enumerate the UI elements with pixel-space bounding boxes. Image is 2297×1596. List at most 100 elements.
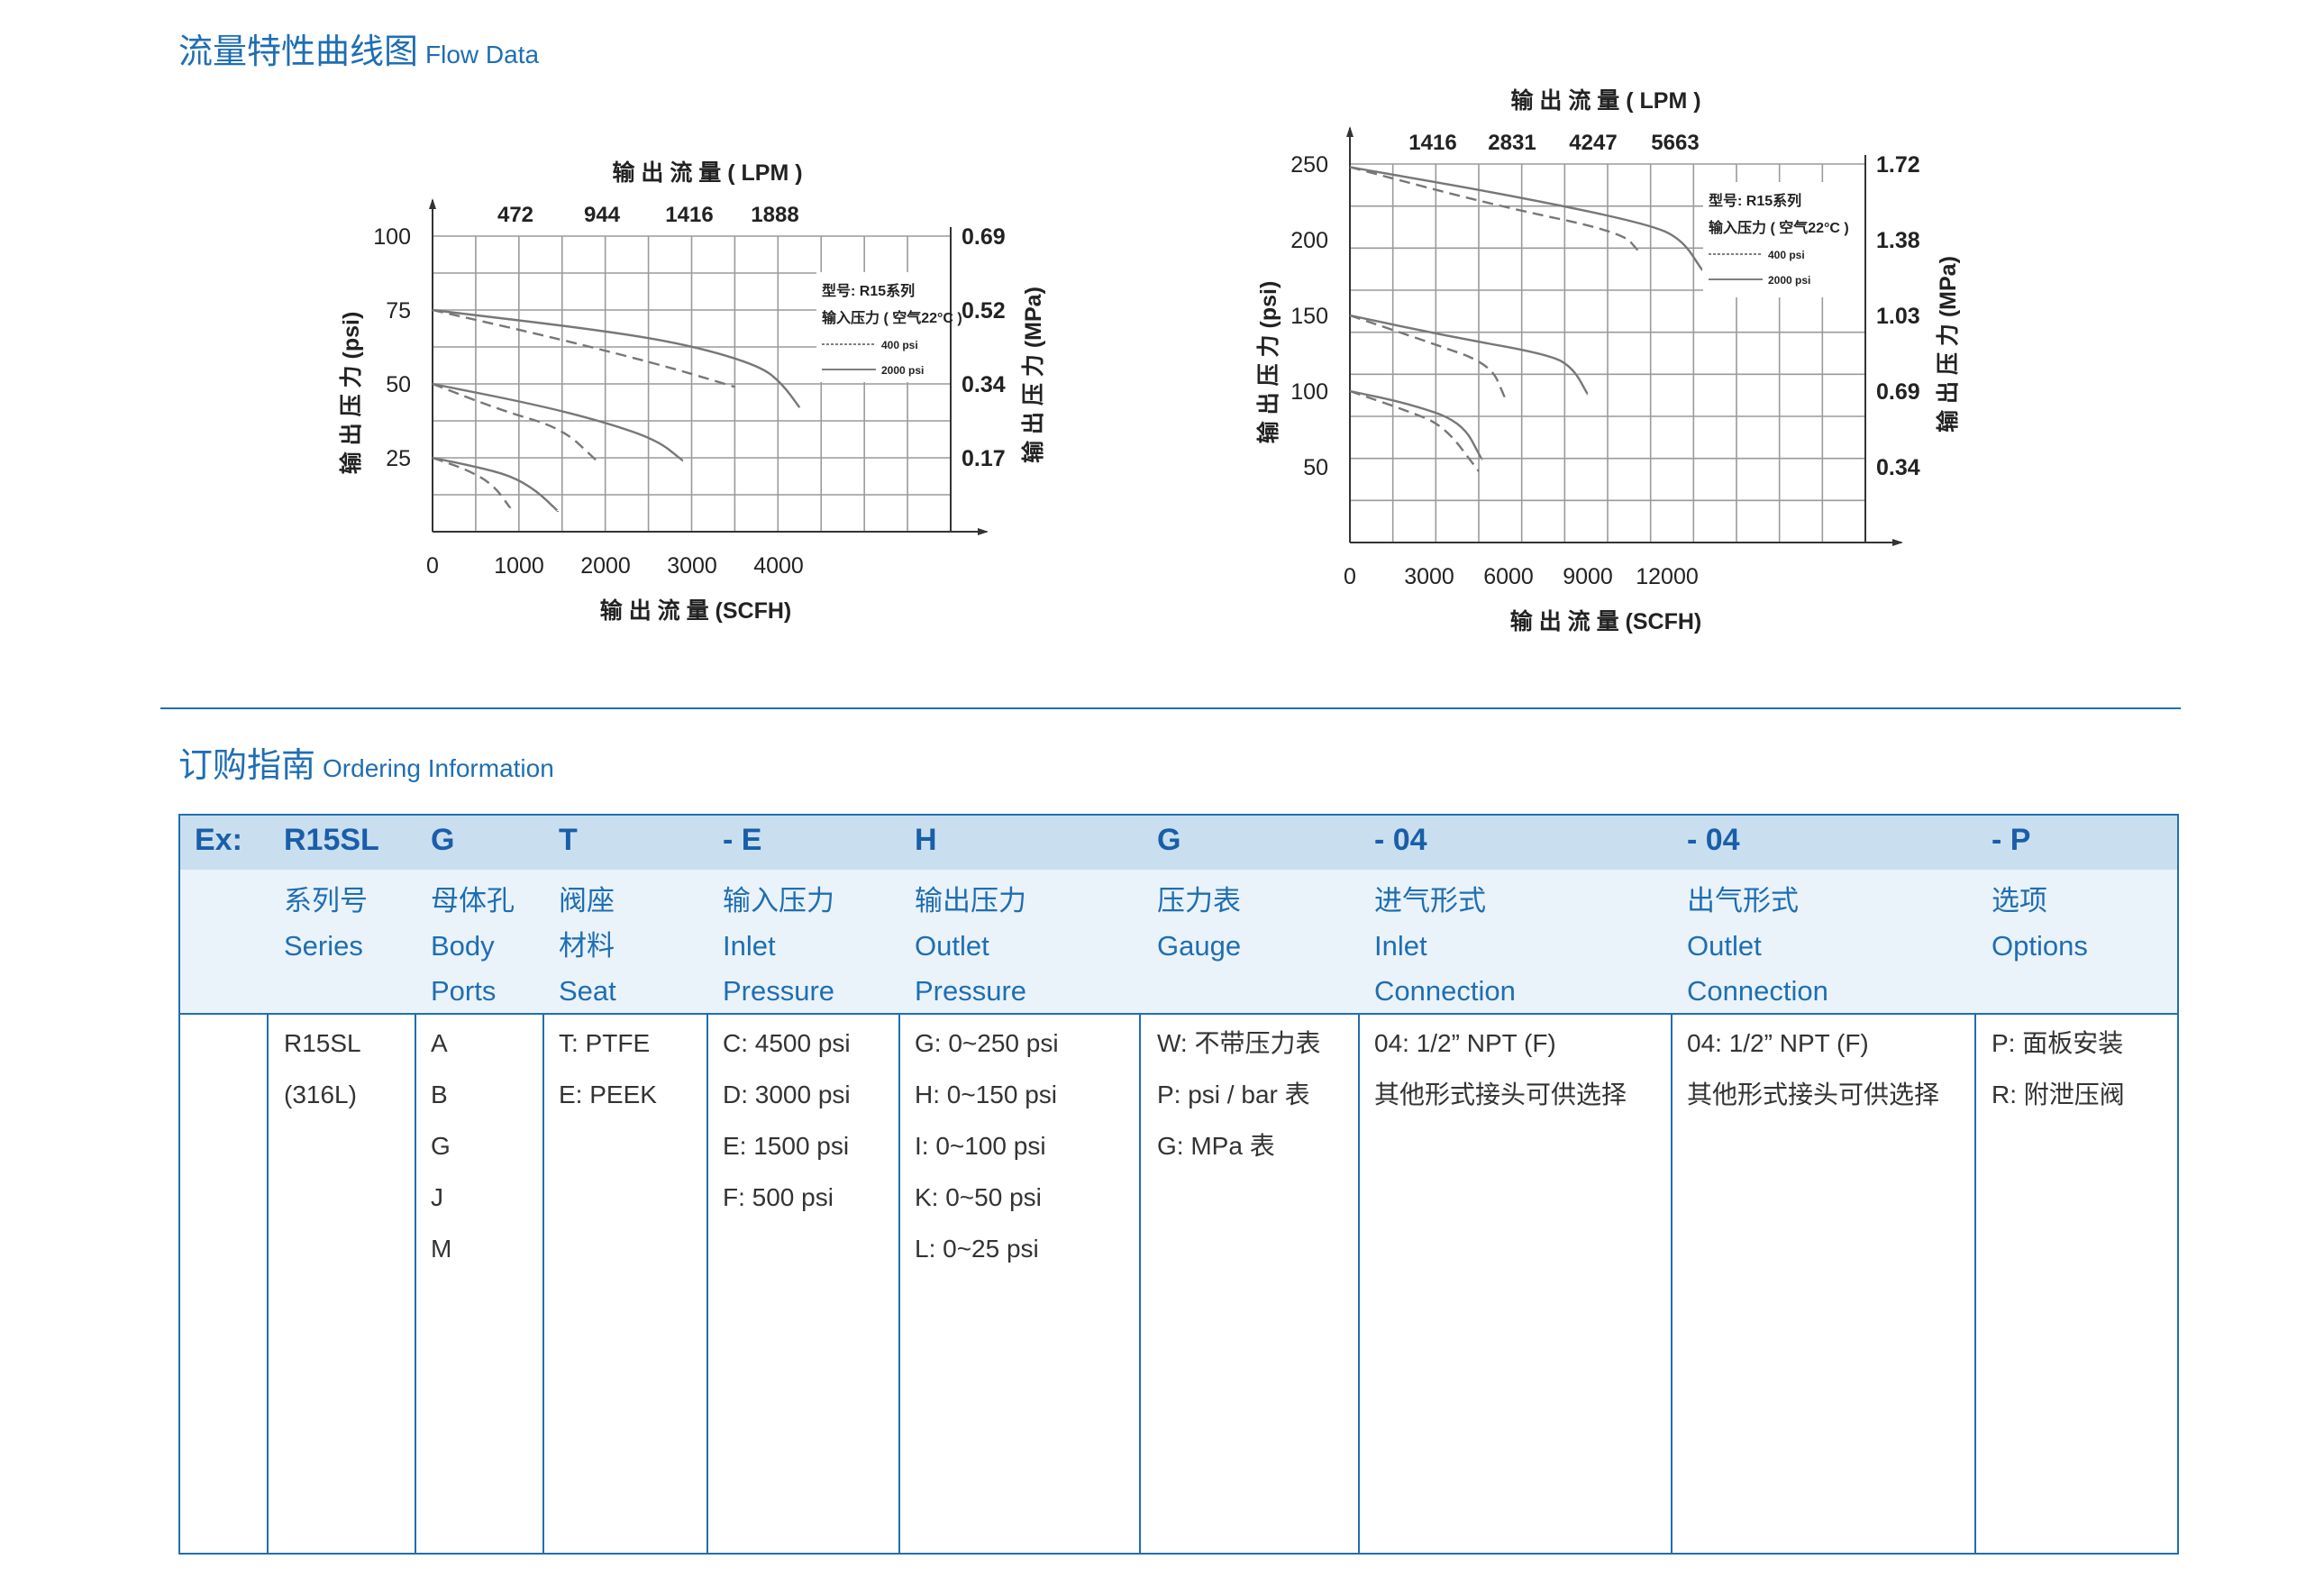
option-item: 04: 1/2” NPT (F) (1687, 1029, 1869, 1057)
legend-dashed-label: 400 psi (1768, 249, 1805, 261)
example-inlet-pressure: - E (723, 823, 762, 857)
header-outlet-pressure: 输出压力 Outlet Pressure (915, 879, 1026, 1014)
top-tick-label: 1888 (751, 203, 798, 227)
column-divider (1358, 1015, 1360, 1553)
y-tick-label: 100 (1290, 379, 1328, 405)
options-outlet-connection: 04: 1/2” NPT (F) 其他形式接头可供选择 (1687, 1017, 1939, 1120)
header-line: 进气形式 (1374, 885, 1486, 917)
option-item: G (431, 1132, 451, 1160)
x-tick-label: 3000 (667, 553, 717, 579)
header-line: Body (431, 930, 495, 962)
right-axis-label: 输 出 压 力 (MPa) (1020, 287, 1046, 463)
header-line: 母体孔 (431, 885, 515, 917)
options-body-ports: A B G J M (431, 1017, 451, 1274)
series-line-400psi (1349, 314, 1506, 398)
y-axis-arrow-icon (429, 198, 436, 209)
right-tick-label: 0.34 (962, 372, 1006, 397)
right-tick-label: 0.52 (962, 298, 1006, 324)
example-seat: T (559, 823, 578, 857)
options-options: P: 面板安装 R: 附泄压阀 (1992, 1017, 2125, 1120)
example-outlet-pressure: H (915, 823, 937, 857)
header-outlet-connection: 出气形式 Outlet Connection (1687, 879, 1828, 1014)
option-item: G: MPa 表 (1157, 1132, 1275, 1160)
header-body-ports: 母体孔 Body Ports (431, 879, 515, 1014)
series-line-2000psi (432, 456, 560, 513)
y-tick-label: 75 (386, 298, 411, 324)
header-line: Outlet (915, 930, 989, 962)
y-axis-arrow-icon (1346, 126, 1354, 137)
options-series: R15SL (316L) (284, 1017, 361, 1120)
header-line: Outlet (1687, 930, 1762, 962)
option-item: W: 不带压力表 (1157, 1029, 1321, 1057)
top-tick-label: 944 (584, 203, 621, 227)
option-item: E: 1500 psi (723, 1132, 850, 1160)
y-tick-label: 250 (1290, 152, 1328, 178)
legend-solid-label: 2000 psi (1768, 274, 1810, 287)
option-item: R15SL (284, 1029, 361, 1057)
option-item: B (431, 1081, 448, 1108)
header-inlet-connection: 进气形式 Inlet Connection (1374, 879, 1516, 1014)
header-line: Seat (559, 975, 616, 1007)
x-axis-arrow-icon (1892, 539, 1903, 546)
y-tick-label: 200 (1290, 228, 1328, 253)
options-seat: T: PTFE E: PEEK (559, 1017, 657, 1120)
x-axis-label: 输 出 流 量 (SCFH) (1510, 608, 1702, 634)
header-divider (180, 1013, 2177, 1015)
x-tick-label: 12000 (1636, 564, 1699, 589)
header-line: Connection (1687, 975, 1828, 1007)
header-options: 选项 Options (1992, 879, 2088, 969)
top-tick-label: 5663 (1651, 131, 1699, 155)
series-line-2000psi (1349, 389, 1483, 461)
column-divider (1139, 1015, 1141, 1553)
option-item: M (431, 1235, 452, 1263)
x-axis-label: 输 出 流 量 (SCFH) (600, 597, 792, 624)
y-tick-label: 50 (1303, 455, 1328, 480)
option-item: L: 0~25 psi (915, 1235, 1039, 1263)
example-label: Ex: (195, 823, 242, 857)
header-line: Ports (431, 975, 497, 1007)
right-tick-label: 0.69 (1876, 379, 1920, 405)
series-line-2000psi (1349, 314, 1589, 396)
top-tick-label: 1416 (665, 203, 713, 227)
x-tick-label: 2000 (580, 553, 631, 579)
section-divider (160, 707, 2181, 709)
ordering-info-title-cn: 订购指南 (178, 747, 316, 785)
y-tick-label: 25 (386, 446, 411, 471)
legend-solid-label: 2000 psi (881, 364, 924, 377)
legend-inlet: 输入压力 ( 空气22°C ) (822, 309, 962, 326)
column-divider (542, 1015, 544, 1553)
header-line: 压力表 (1157, 885, 1241, 917)
example-outlet-connection: - 04 (1687, 823, 1740, 857)
option-item: A (431, 1029, 448, 1057)
y-tick-label: 50 (386, 372, 411, 397)
option-item: H: 0~150 psi (915, 1081, 1057, 1108)
options-gauge: W: 不带压力表 P: psi / bar 表 G: MPa 表 (1157, 1017, 1320, 1172)
right-tick-label: 1.38 (1876, 228, 1920, 253)
header-line: 系列号 (284, 885, 368, 917)
column-divider (415, 1015, 416, 1553)
option-item: R: 附泄压阀 (1992, 1081, 2125, 1108)
flow-chart-low-range: 100 75 50 25 0.69 0.52 0.34 0.17 0 1000 2000 3000 40… (338, 160, 1046, 624)
x-tick-label: 0 (1344, 564, 1356, 589)
option-item: K: 0~50 psi (915, 1183, 1042, 1211)
option-item: J (431, 1183, 443, 1211)
series-line-2000psi (432, 308, 801, 408)
legend-model: 型号: R15系列 (1709, 192, 1801, 209)
header-seat: 阀座 材料 Seat (559, 879, 616, 1014)
header-line: Pressure (915, 975, 1027, 1007)
example-body: G (431, 823, 455, 857)
header-line: 材料 (559, 930, 615, 962)
option-item: P: 面板安装 (1992, 1029, 2124, 1057)
option-item: E: PEEK (559, 1081, 657, 1108)
options-outlet-pressure: G: 0~250 psi H: 0~150 psi I: 0~100 psi K… (915, 1017, 1059, 1274)
series-line-400psi (1349, 166, 1641, 253)
series-line-2000psi (432, 382, 684, 462)
header-inlet-pressure: 输入压力 Inlet Pressure (723, 879, 834, 1014)
header-line: Pressure (723, 975, 835, 1007)
right-tick-label: 0.69 (962, 224, 1006, 250)
example-code-row: Ex: R15SL G T - E H G - 04 - 04 - P (180, 816, 2177, 870)
header-line: Options (1992, 930, 2088, 962)
ordering-info-title: 订购指南 Ordering Information (178, 737, 554, 787)
right-tick-label: 0.34 (1876, 455, 1920, 480)
option-item: I: 0~100 psi (915, 1132, 1046, 1160)
